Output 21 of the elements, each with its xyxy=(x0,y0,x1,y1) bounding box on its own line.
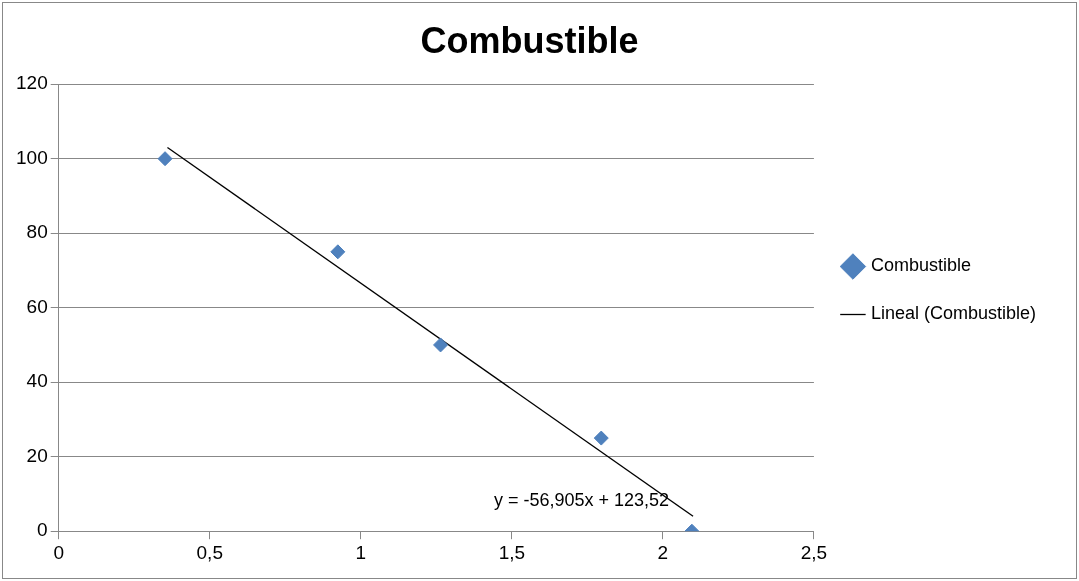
x-tick-label: 2,5 xyxy=(800,541,828,563)
x-tick-label: 1,5 xyxy=(498,541,526,563)
annotation: y = -56,905x + 123,52 xyxy=(493,490,670,511)
legend-label: Lineal (Combustible) xyxy=(870,303,1036,324)
point xyxy=(330,244,346,260)
point xyxy=(157,151,173,167)
x-tick-label: 0,5 xyxy=(196,541,223,563)
y-tick-label: 20 xyxy=(26,444,48,466)
y-tick-label: 0 xyxy=(37,519,48,541)
x-tick-label: 2 xyxy=(657,541,669,563)
chart-title: Combustible xyxy=(420,19,639,61)
point xyxy=(433,337,449,353)
x-tick-label: 0 xyxy=(53,541,64,563)
y-tick-label: 40 xyxy=(26,370,48,392)
x-tick-label: 1 xyxy=(355,541,367,563)
y-tick-label: 120 xyxy=(16,72,48,94)
y-tick-label: 100 xyxy=(16,146,48,168)
y-tick-label: 80 xyxy=(26,221,48,243)
legend-label: Combustible xyxy=(870,255,971,276)
y-tick-label: 60 xyxy=(26,295,48,317)
point xyxy=(593,430,609,446)
